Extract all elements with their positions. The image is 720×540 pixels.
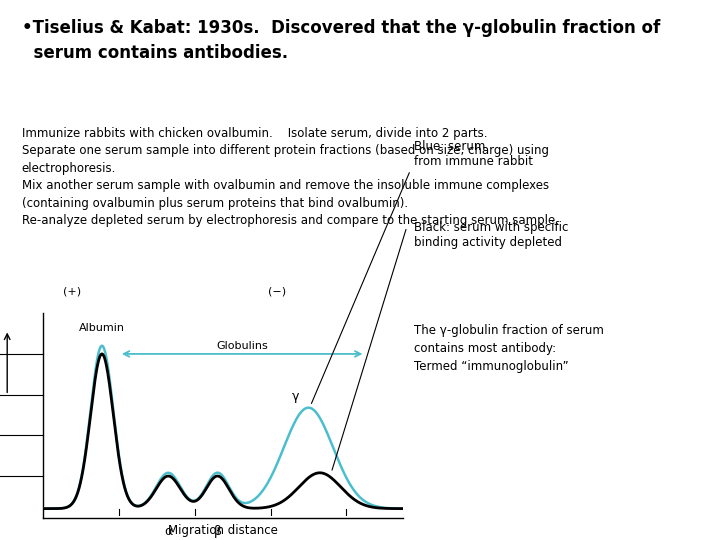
Text: β: β [214,525,222,538]
X-axis label: Migration distance: Migration distance [168,524,278,537]
Text: Albumin: Albumin [79,323,125,333]
Text: α: α [164,525,172,538]
Text: The γ-globulin fraction of serum
contains most antibody:
Termed “immunoglobulin”: The γ-globulin fraction of serum contain… [414,324,604,373]
Text: Immunize rabbits with chicken ovalbumin.    Isolate serum, divide into 2 parts.
: Immunize rabbits with chicken ovalbumin.… [22,127,559,227]
Text: (+): (+) [63,287,81,297]
Text: •Tiselius & Kabat: 1930s.  Discovered that the γ-globulin fraction of
  serum co: •Tiselius & Kabat: 1930s. Discovered tha… [22,19,660,62]
Text: Black: serum with specific
binding activity depleted: Black: serum with specific binding activ… [414,221,568,249]
Text: Blue: serum
from immune rabbit: Blue: serum from immune rabbit [414,140,533,168]
Text: (−): (−) [268,287,287,297]
Text: γ: γ [292,390,299,403]
Text: Globulins: Globulins [216,341,268,350]
